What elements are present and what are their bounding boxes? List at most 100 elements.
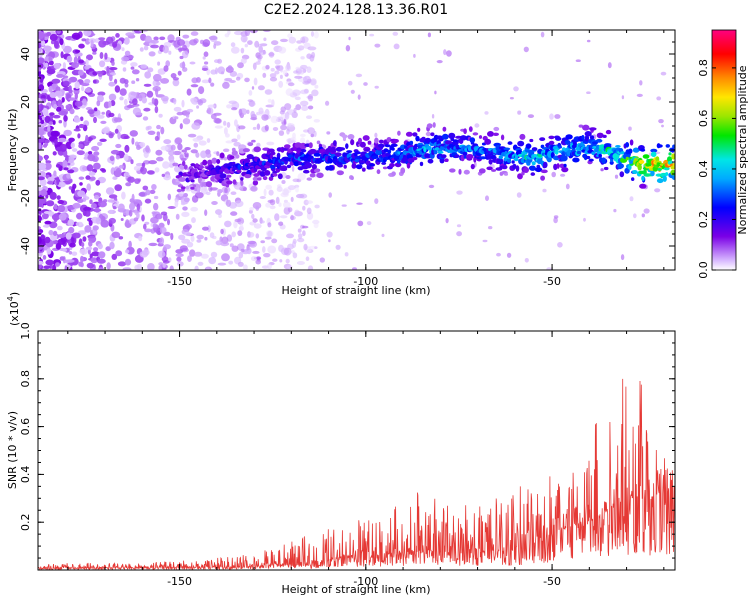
noise-cell: [184, 147, 191, 151]
noise-cell: [63, 129, 72, 137]
noise-cell: [41, 212, 49, 220]
noise-cell: [207, 104, 216, 108]
ridge-cell: [564, 140, 571, 145]
noise-cell: [205, 191, 211, 196]
noise-cell: [49, 112, 55, 116]
noise-cell: [427, 32, 431, 38]
noise-cell: [148, 160, 158, 165]
noise-cell: [125, 182, 132, 187]
noise-cell: [313, 31, 319, 39]
noise-cell: [255, 61, 261, 65]
ridge-cell: [351, 163, 357, 169]
noise-cell: [341, 204, 347, 207]
noise-cell: [49, 191, 57, 200]
x-tick-label: -50: [543, 275, 561, 288]
noise-cell: [249, 207, 255, 211]
noise-cell: [76, 212, 83, 220]
noise-cell: [431, 114, 435, 119]
noise-cell: [230, 42, 236, 48]
noise-cell: [87, 248, 91, 255]
ridge-cell: [672, 144, 675, 149]
noise-cell: [73, 116, 81, 123]
noise-cell: [262, 72, 267, 78]
noise-cell: [176, 256, 182, 262]
noise-cell: [95, 179, 101, 186]
noise-cell: [213, 117, 221, 124]
noise-cell: [300, 100, 309, 107]
colorbar-tick-label: 0.4: [697, 160, 710, 178]
noise-cell: [58, 110, 68, 116]
ridge-cell: [501, 165, 508, 170]
noise-cell: [167, 193, 172, 201]
noise-cell: [68, 137, 75, 142]
ridge-cell: [563, 163, 567, 168]
ridge-cell: [598, 153, 602, 158]
noise-cell: [187, 255, 192, 262]
noise-cell: [151, 97, 156, 105]
noise-cell: [263, 37, 267, 42]
noise-cell: [184, 223, 192, 230]
y-tick-label: 20: [19, 95, 32, 109]
noise-cell: [104, 52, 108, 60]
noise-cell: [161, 95, 169, 102]
noise-cell: [48, 56, 52, 62]
noise-cell: [79, 182, 83, 186]
noise-cell: [553, 215, 559, 219]
noise-cell: [54, 139, 58, 145]
noise-cell: [38, 155, 43, 162]
noise-cell: [52, 120, 56, 125]
ridge-cell: [662, 175, 667, 182]
ridge-cell: [334, 152, 342, 157]
noise-cell: [111, 61, 115, 66]
ridge-cell: [639, 183, 647, 189]
noise-cell: [290, 196, 294, 202]
noise-cell: [147, 130, 156, 135]
noise-cell: [48, 229, 54, 236]
noise-cell: [456, 190, 463, 195]
noise-cell: [165, 60, 170, 67]
noise-cell: [96, 100, 101, 107]
noise-cell: [350, 89, 355, 94]
noise-cell: [112, 205, 117, 210]
ridge-cell: [390, 143, 398, 147]
noise-cell: [196, 234, 204, 240]
noise-cell: [85, 134, 89, 143]
noise-cell: [99, 138, 107, 142]
noise-cell: [170, 73, 177, 79]
noise-cell: [425, 131, 432, 137]
ridge-cell: [540, 175, 545, 181]
noise-cell: [237, 261, 244, 267]
noise-cell: [194, 251, 203, 257]
noise-cell: [215, 240, 223, 246]
noise-cell: [155, 81, 161, 86]
ridge-cell: [306, 177, 312, 181]
ridge-cell: [346, 150, 353, 154]
noise-cell: [191, 77, 199, 84]
ridge-cell: [391, 171, 396, 176]
noise-cell: [523, 46, 529, 53]
snr-panel: -150 -100 -50 0.2 0.4 0.6 0.8 1.0 Height of str…: [6, 292, 676, 596]
noise-cell: [124, 249, 130, 254]
noise-cell: [139, 30, 148, 33]
noise-cell: [456, 231, 462, 237]
ridge-cell: [336, 170, 344, 176]
noise-cell: [108, 112, 115, 118]
ridge-cell: [448, 132, 456, 140]
noise-cell: [278, 80, 284, 88]
ridge-cell: [528, 149, 535, 156]
noise-cell: [38, 31, 45, 39]
noise-cell: [393, 43, 400, 50]
noise-cell: [97, 258, 106, 264]
noise-cell: [281, 180, 286, 184]
noise-cell: [302, 230, 306, 237]
ridge-cell: [303, 169, 310, 174]
noise-cell: [52, 230, 58, 236]
noise-cell: [79, 248, 88, 255]
ridge-cell: [232, 179, 237, 185]
noise-cell: [48, 121, 54, 125]
noise-cell: [297, 172, 306, 181]
noise-cell: [160, 145, 169, 151]
noise-cell: [287, 207, 293, 213]
noise-cell: [298, 233, 303, 239]
ridge-cell: [236, 169, 242, 173]
